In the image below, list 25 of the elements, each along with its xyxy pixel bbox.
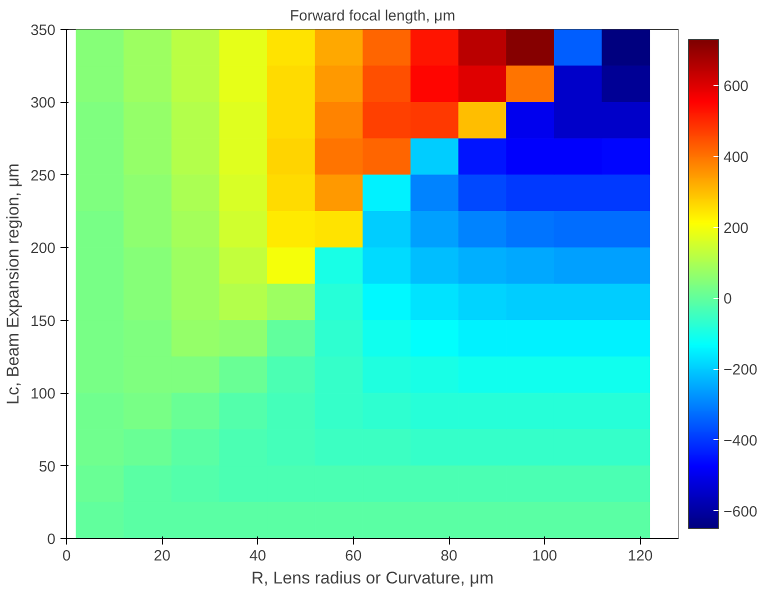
x-tick-label: 100 — [532, 548, 558, 564]
color-bar-label: 200 — [724, 220, 749, 237]
y-tick-label: 100 — [30, 386, 56, 403]
y-axis-title: Lc, Beam Expansion region, μm — [3, 163, 22, 405]
y-tick-label: 50 — [38, 458, 56, 476]
y-tick-label: 150 — [30, 312, 56, 330]
x-tick-label: 40 — [249, 548, 266, 564]
color-bar-label: 400 — [724, 148, 749, 166]
x-tick-label: 80 — [440, 548, 458, 564]
x-tick-label: 120 — [628, 548, 653, 564]
x-tick-label: 0 — [62, 548, 71, 564]
y-tick-label: 300 — [30, 94, 56, 112]
y-tick-label: 250 — [30, 167, 56, 184]
x-tick-label: 60 — [345, 548, 362, 564]
chart-title: Forward focal length, μm — [290, 8, 456, 24]
color-bar-label: −400 — [724, 432, 758, 450]
y-tick-label: 350 — [30, 22, 56, 39]
x-tick-label: 20 — [154, 548, 170, 564]
y-tick-label: 0 — [47, 531, 56, 548]
x-axis-title: R, Lens radius or Curvature, μm — [251, 568, 494, 588]
color-bar-label: −600 — [724, 503, 758, 520]
y-tick-label: 200 — [30, 240, 56, 258]
color-bar-label: −200 — [724, 362, 758, 379]
color-bar-label: 600 — [724, 78, 749, 96]
color-bar-label: 0 — [724, 290, 732, 308]
